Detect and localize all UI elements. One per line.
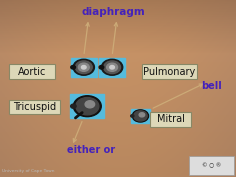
Circle shape (110, 65, 114, 69)
Circle shape (75, 61, 92, 74)
Text: University of Cape Town: University of Cape Town (2, 169, 55, 173)
Bar (99, 58, 125, 77)
Circle shape (85, 101, 95, 108)
Text: either or: either or (67, 145, 115, 155)
Bar (71, 58, 97, 77)
Text: diaphragm: diaphragm (81, 7, 145, 16)
Text: Pulmonary: Pulmonary (143, 67, 195, 76)
Bar (150, 112, 191, 127)
Circle shape (81, 65, 86, 69)
Circle shape (78, 63, 89, 71)
Text: © ○ ®: © ○ ® (202, 163, 221, 168)
Circle shape (104, 61, 121, 74)
Circle shape (131, 115, 134, 117)
Circle shape (73, 59, 94, 75)
Circle shape (101, 59, 123, 75)
Bar (70, 94, 104, 118)
Text: Aortic: Aortic (18, 67, 47, 76)
Text: bell: bell (201, 81, 222, 91)
Circle shape (76, 98, 99, 115)
Text: Mitral: Mitral (156, 114, 185, 124)
Bar (9, 100, 60, 114)
Circle shape (71, 104, 76, 108)
Circle shape (132, 110, 148, 122)
Circle shape (73, 96, 101, 117)
Bar (142, 64, 197, 79)
Circle shape (139, 113, 145, 117)
Bar (131, 109, 150, 123)
Text: Tricuspid: Tricuspid (13, 102, 56, 112)
Bar (9, 64, 55, 79)
Circle shape (71, 65, 76, 69)
Circle shape (134, 111, 147, 121)
Circle shape (99, 65, 104, 69)
Bar (189, 156, 234, 175)
Circle shape (107, 63, 118, 71)
